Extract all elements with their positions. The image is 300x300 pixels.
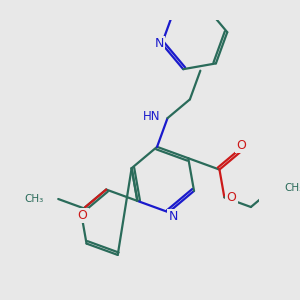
Text: O: O — [78, 209, 88, 222]
Text: HN: HN — [143, 110, 160, 123]
Text: CH₃: CH₃ — [284, 183, 300, 194]
Text: O: O — [227, 191, 237, 204]
Text: CH₃: CH₃ — [25, 194, 44, 204]
Text: N: N — [169, 210, 178, 224]
Text: O: O — [237, 139, 247, 152]
Text: N: N — [154, 37, 164, 50]
